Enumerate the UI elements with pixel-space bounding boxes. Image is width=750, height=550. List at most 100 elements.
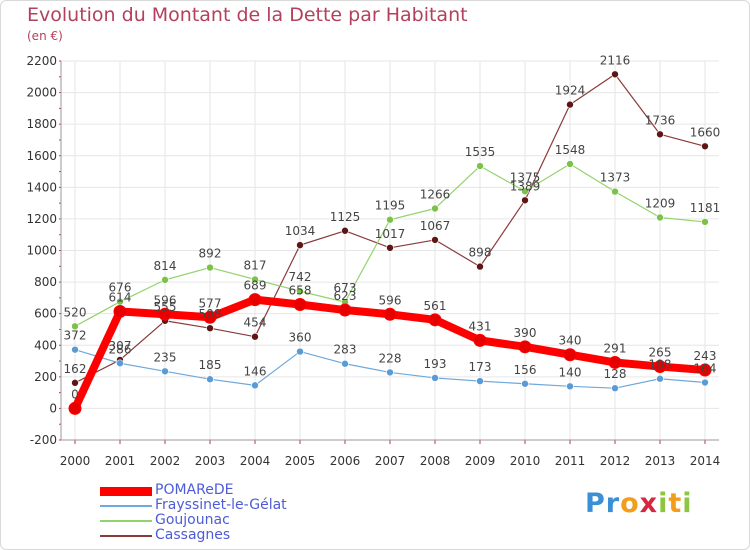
data-label: 140: [559, 365, 582, 379]
y-tick-label: 400: [34, 338, 57, 352]
axes: -200020040060080010001200140016001800200…: [26, 54, 720, 468]
data-label: 286: [109, 342, 132, 356]
x-tick-label: 2011: [555, 454, 586, 468]
brand-part: Pr: [585, 488, 621, 519]
data-point: [386, 244, 394, 252]
data-point: [563, 348, 577, 362]
y-tick-label: -200: [30, 433, 57, 447]
data-point: [518, 340, 532, 354]
data-label: 1924: [555, 84, 586, 98]
data-label: 307: [109, 339, 132, 353]
data-label: 577: [199, 296, 222, 310]
data-label: 291: [604, 341, 627, 355]
data-point: [566, 382, 574, 391]
data-point: [566, 160, 574, 168]
x-tick-label: 2006: [330, 454, 361, 468]
data-point: [521, 196, 529, 205]
y-tick-label: 2200: [26, 54, 57, 68]
data-label: 265: [649, 346, 672, 360]
brand-part: i: [658, 488, 669, 519]
data-label: 898: [469, 246, 492, 260]
data-point: [656, 374, 664, 383]
data-label: 2116: [600, 53, 631, 67]
data-point: [386, 368, 394, 377]
data-label: 162: [64, 362, 87, 376]
data-label: 1736: [645, 113, 676, 127]
data-label: 1660: [690, 125, 721, 139]
y-tick-label: 1400: [26, 180, 57, 194]
y-tick-label: 800: [34, 275, 57, 289]
x-tick-label: 2002: [150, 454, 181, 468]
data-label: 596: [379, 293, 402, 307]
data-point: [476, 262, 484, 271]
data-label: 128: [604, 367, 627, 381]
data-label: 1209: [645, 196, 676, 210]
data-label: 555: [154, 300, 177, 314]
data-label: 173: [469, 360, 492, 374]
brand-part: o: [620, 488, 640, 519]
data-point: [251, 275, 259, 284]
data-label: 146: [244, 364, 267, 378]
data-label: 1548: [555, 143, 586, 157]
legend-label: Goujounac: [155, 512, 230, 528]
data-point: [611, 70, 619, 79]
x-tick-label: 2010: [510, 454, 541, 468]
data-label: 1389: [510, 179, 541, 193]
data-point: [206, 375, 214, 384]
series-lines: [68, 70, 712, 415]
brand-part: t: [668, 488, 683, 519]
x-tick-label: 2014: [690, 454, 721, 468]
data-point: [341, 226, 349, 235]
data-point: [653, 360, 667, 374]
legend-label: Cassagnes: [155, 527, 231, 543]
data-label: 1017: [375, 227, 406, 241]
data-point: [116, 359, 124, 368]
data-label: 596: [154, 293, 177, 307]
data-point: [338, 303, 352, 317]
data-label: 520: [64, 305, 87, 319]
brand-part: i: [682, 488, 693, 519]
data-point: [113, 304, 127, 318]
data-label: 228: [379, 351, 402, 365]
data-point: [698, 363, 712, 377]
y-tick-label: 1600: [26, 149, 57, 163]
data-label: 235: [154, 350, 177, 364]
data-label: 1266: [420, 187, 451, 201]
data-point: [521, 187, 529, 196]
data-label: 742: [289, 270, 312, 284]
data-label: 188: [649, 358, 672, 372]
data-point: [296, 347, 304, 356]
chart-subtitle: (en €): [27, 29, 63, 43]
x-tick-label: 2003: [195, 454, 226, 468]
data-point: [701, 378, 709, 387]
data-label: 1375: [510, 170, 541, 184]
legend-swatch: [100, 505, 152, 507]
legend-swatch: [100, 486, 152, 496]
data-point: [161, 276, 169, 284]
data-point: [476, 162, 484, 170]
data-point: [611, 187, 619, 196]
data-label: 156: [514, 363, 537, 377]
x-tick-label: 2001: [105, 454, 136, 468]
data-point: [203, 310, 217, 324]
chart-title: Evolution du Montant de la Dette par Hab…: [27, 4, 468, 26]
x-tick-label: 2013: [645, 454, 676, 468]
data-point: [386, 215, 394, 224]
data-label: 185: [199, 358, 222, 372]
x-tick-label: 2007: [375, 454, 406, 468]
data-point: [296, 287, 304, 296]
y-tick-label: 1200: [26, 212, 57, 226]
y-tick-label: 2000: [26, 86, 57, 100]
brand-logo: Proxiti: [585, 488, 693, 519]
data-point: [701, 142, 709, 151]
data-point: [656, 130, 664, 139]
data-label: 431: [469, 319, 492, 333]
data-label: 689: [244, 279, 267, 293]
data-label: 561: [424, 299, 447, 313]
data-point: [71, 379, 79, 387]
data-label: 243: [694, 349, 717, 363]
data-label: 1125: [330, 210, 361, 224]
legend-swatch: [100, 535, 152, 537]
y-tick-label: 200: [34, 370, 57, 384]
data-point: [251, 381, 259, 390]
